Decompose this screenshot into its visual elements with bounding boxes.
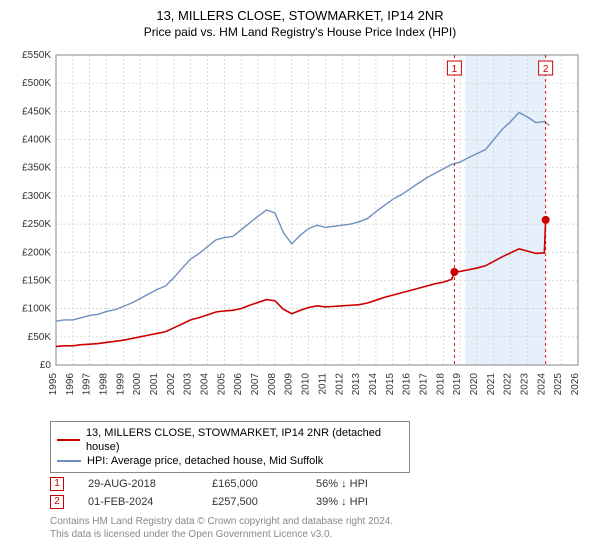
svg-text:2001: 2001	[149, 373, 160, 396]
svg-text:2025: 2025	[553, 373, 564, 396]
legend-row: HPI: Average price, detached house, Mid …	[57, 454, 403, 468]
svg-text:£50K: £50K	[28, 332, 52, 343]
sale-marker: 1	[50, 477, 64, 491]
svg-text:£500K: £500K	[22, 78, 51, 89]
sale-date: 29-AUG-2018	[88, 478, 188, 490]
svg-text:£200K: £200K	[22, 247, 51, 258]
svg-text:1997: 1997	[82, 373, 93, 396]
svg-text:£400K: £400K	[22, 135, 51, 146]
svg-text:2008: 2008	[267, 373, 278, 396]
svg-text:2019: 2019	[452, 373, 463, 396]
chart-title: 13, MILLERS CLOSE, STOWMARKET, IP14 2NR	[12, 8, 588, 23]
legend-row: 13, MILLERS CLOSE, STOWMARKET, IP14 2NR …	[57, 426, 403, 454]
legend-label: HPI: Average price, detached house, Mid …	[87, 454, 323, 468]
svg-text:2013: 2013	[351, 373, 362, 396]
svg-text:2012: 2012	[334, 373, 345, 396]
sale-price: £257,500	[212, 496, 292, 508]
legend-swatch	[57, 460, 81, 462]
sale-row: 2 01-FEB-2024 £257,500 39% ↓ HPI	[50, 495, 588, 509]
svg-text:2: 2	[543, 64, 549, 75]
svg-text:2021: 2021	[486, 373, 497, 396]
svg-text:2014: 2014	[368, 373, 379, 396]
svg-text:£150K: £150K	[22, 275, 51, 286]
svg-text:1: 1	[452, 64, 458, 75]
svg-text:2000: 2000	[132, 373, 143, 396]
legend-label: 13, MILLERS CLOSE, STOWMARKET, IP14 2NR …	[86, 426, 403, 454]
svg-text:£350K: £350K	[22, 163, 51, 174]
svg-text:2007: 2007	[250, 373, 261, 396]
svg-text:2020: 2020	[469, 373, 480, 396]
footer-line1: Contains HM Land Registry data © Crown c…	[50, 515, 588, 528]
svg-text:2022: 2022	[503, 373, 514, 396]
svg-text:2004: 2004	[200, 373, 211, 396]
svg-text:2002: 2002	[166, 373, 177, 396]
container: 13, MILLERS CLOSE, STOWMARKET, IP14 2NR …	[0, 0, 600, 560]
svg-text:£450K: £450K	[22, 106, 51, 117]
svg-text:1998: 1998	[99, 373, 110, 396]
svg-text:2006: 2006	[233, 373, 244, 396]
sales-table: 1 29-AUG-2018 £165,000 56% ↓ HPI 2 01-FEB-202…	[50, 477, 588, 509]
svg-text:2018: 2018	[435, 373, 446, 396]
svg-text:2017: 2017	[418, 373, 429, 396]
svg-text:£100K: £100K	[22, 304, 51, 315]
svg-text:2023: 2023	[519, 373, 530, 396]
svg-text:2005: 2005	[216, 373, 227, 396]
svg-text:1996: 1996	[65, 373, 76, 396]
svg-text:1995: 1995	[48, 373, 59, 396]
svg-text:2016: 2016	[402, 373, 413, 396]
svg-text:2015: 2015	[385, 373, 396, 396]
chart-area: £0 £50K £100K £150K £200K £250K £300K £350K £400…	[12, 45, 588, 415]
svg-text:2010: 2010	[301, 373, 312, 396]
svg-text:1999: 1999	[115, 373, 126, 396]
sale-diff: 39% ↓ HPI	[316, 496, 368, 508]
svg-text:2026: 2026	[570, 373, 581, 396]
footer-line2: This data is licensed under the Open Gov…	[50, 528, 588, 541]
svg-text:2003: 2003	[183, 373, 194, 396]
svg-text:2024: 2024	[536, 373, 547, 396]
svg-text:£0: £0	[40, 360, 52, 371]
legend: 13, MILLERS CLOSE, STOWMARKET, IP14 2NR …	[50, 421, 410, 473]
chart-subtitle: Price paid vs. HM Land Registry's House …	[12, 25, 588, 39]
sale-row: 1 29-AUG-2018 £165,000 56% ↓ HPI	[50, 477, 588, 491]
sale-marker: 2	[50, 495, 64, 509]
sale-diff: 56% ↓ HPI	[316, 478, 368, 490]
legend-swatch	[57, 439, 80, 441]
svg-text:£300K: £300K	[22, 191, 51, 202]
sale-date: 01-FEB-2024	[88, 496, 188, 508]
svg-text:£550K: £550K	[22, 50, 51, 61]
footer: Contains HM Land Registry data © Crown c…	[50, 515, 588, 541]
svg-text:£250K: £250K	[22, 219, 51, 230]
svg-text:2011: 2011	[317, 373, 328, 395]
line-chart: £0 £50K £100K £150K £200K £250K £300K £350K £400…	[12, 45, 588, 415]
sale-price: £165,000	[212, 478, 292, 490]
svg-text:2009: 2009	[284, 373, 295, 396]
